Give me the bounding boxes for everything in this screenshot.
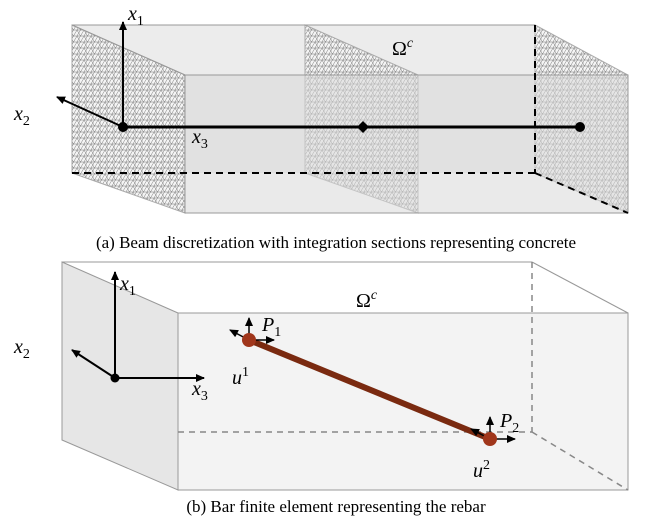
axis-label: x2 <box>13 103 30 129</box>
label-part: u <box>473 460 483 482</box>
front-face <box>185 75 628 213</box>
label-part: P <box>499 410 512 432</box>
label-part: x <box>119 273 129 295</box>
label-part: x <box>127 3 137 25</box>
axis-label: x2 <box>13 336 30 362</box>
panel-b: x1 x2 x3 Ωc P1 P2 u1 u2 (b) Bar finite e… <box>13 262 628 516</box>
label-part: 2 <box>512 421 519 436</box>
label-part: Ω <box>392 38 407 60</box>
domain-label: Ωc <box>356 288 378 312</box>
panel-a: x1 x2 x3 Ωc (a) Beam discretization with… <box>13 3 628 252</box>
label-part: 3 <box>201 389 208 404</box>
label-part: x <box>13 103 23 125</box>
node <box>242 333 256 347</box>
label-part: 1 <box>274 325 281 340</box>
label-part: 1 <box>137 14 144 29</box>
node <box>483 432 497 446</box>
side-face <box>62 262 178 490</box>
caption: (a) Beam discretization with integration… <box>96 233 576 252</box>
caption: (b) Bar finite element representing the … <box>186 497 486 516</box>
label-part: 2 <box>23 347 30 362</box>
label-part: c <box>407 36 414 51</box>
label-part: u <box>232 367 242 389</box>
node <box>575 122 585 132</box>
origin <box>111 374 120 383</box>
label-part: x <box>191 378 201 400</box>
figure: x1 x2 x3 Ωc (a) Beam discretization with… <box>0 0 672 524</box>
label-part: x <box>13 336 23 358</box>
edge <box>532 262 628 313</box>
label-part: 3 <box>201 137 208 152</box>
label-part: 2 <box>23 114 30 129</box>
label-part: 2 <box>483 458 490 473</box>
label-part: x <box>191 126 201 148</box>
label-part: P <box>261 314 274 336</box>
label-part: c <box>371 288 378 303</box>
label-part: 1 <box>242 365 249 380</box>
node <box>118 122 128 132</box>
label-part: 1 <box>129 284 136 299</box>
label-part: Ω <box>356 290 371 312</box>
